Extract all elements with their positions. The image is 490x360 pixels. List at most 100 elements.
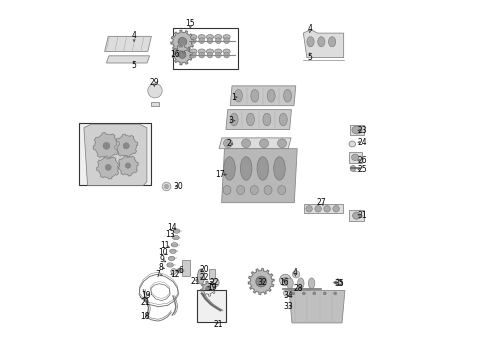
Ellipse shape: [307, 37, 314, 47]
Ellipse shape: [223, 35, 230, 40]
Polygon shape: [226, 109, 292, 129]
Text: 16: 16: [279, 278, 289, 287]
Polygon shape: [248, 269, 274, 294]
Circle shape: [333, 206, 339, 212]
Text: 4: 4: [293, 269, 298, 277]
Polygon shape: [84, 124, 147, 185]
Ellipse shape: [277, 139, 287, 148]
Text: 22: 22: [210, 278, 219, 287]
Circle shape: [313, 292, 316, 295]
Text: 21: 21: [191, 277, 200, 286]
Ellipse shape: [172, 235, 179, 240]
Ellipse shape: [215, 49, 222, 54]
Text: 11: 11: [160, 241, 170, 250]
Circle shape: [164, 184, 169, 189]
Bar: [197, 290, 225, 322]
Circle shape: [224, 52, 229, 58]
Ellipse shape: [287, 278, 293, 289]
Bar: [349, 210, 364, 221]
Ellipse shape: [353, 212, 361, 219]
Text: 21: 21: [213, 320, 223, 329]
Ellipse shape: [352, 126, 362, 134]
Polygon shape: [104, 36, 151, 51]
Polygon shape: [97, 156, 120, 179]
Circle shape: [324, 206, 330, 212]
Ellipse shape: [223, 139, 233, 148]
Circle shape: [148, 84, 162, 98]
Ellipse shape: [169, 256, 175, 261]
Bar: [173, 28, 238, 69]
Circle shape: [292, 292, 295, 295]
Ellipse shape: [176, 269, 183, 273]
Text: 22: 22: [200, 274, 209, 282]
Circle shape: [207, 52, 213, 58]
Text: 20: 20: [200, 266, 210, 274]
Polygon shape: [172, 45, 193, 65]
Ellipse shape: [223, 49, 230, 54]
Ellipse shape: [190, 35, 197, 40]
Circle shape: [323, 292, 326, 295]
Text: 14: 14: [168, 223, 177, 232]
Bar: [151, 102, 159, 106]
Text: 25: 25: [357, 165, 367, 174]
Ellipse shape: [237, 186, 245, 194]
Text: 4: 4: [307, 24, 312, 33]
Circle shape: [191, 52, 196, 58]
Ellipse shape: [251, 89, 259, 102]
Ellipse shape: [274, 157, 285, 180]
Ellipse shape: [213, 279, 219, 287]
Text: 16: 16: [170, 50, 180, 59]
Text: 6: 6: [178, 266, 183, 275]
Ellipse shape: [305, 290, 311, 296]
Ellipse shape: [267, 89, 275, 102]
Polygon shape: [201, 281, 216, 296]
Bar: [209, 269, 216, 279]
Text: 32: 32: [257, 278, 267, 287]
Ellipse shape: [167, 263, 173, 267]
Polygon shape: [287, 290, 300, 297]
Ellipse shape: [250, 186, 258, 194]
Circle shape: [302, 292, 305, 295]
Text: 23: 23: [357, 126, 367, 135]
Text: 31: 31: [357, 211, 367, 220]
Polygon shape: [171, 30, 194, 53]
Bar: [349, 152, 362, 163]
Text: 27: 27: [317, 198, 326, 207]
Ellipse shape: [190, 49, 197, 54]
Text: 5: 5: [307, 53, 312, 62]
Polygon shape: [93, 132, 120, 159]
Ellipse shape: [171, 243, 178, 247]
Ellipse shape: [260, 139, 269, 148]
Ellipse shape: [241, 157, 252, 180]
Ellipse shape: [230, 113, 238, 126]
Ellipse shape: [246, 113, 254, 126]
Circle shape: [334, 292, 337, 295]
Ellipse shape: [224, 157, 235, 180]
Text: 28: 28: [294, 284, 303, 293]
Ellipse shape: [297, 278, 304, 289]
Bar: [79, 123, 151, 185]
Circle shape: [103, 142, 110, 149]
Text: 26: 26: [357, 156, 367, 165]
Ellipse shape: [349, 141, 356, 147]
Circle shape: [191, 38, 196, 44]
Ellipse shape: [206, 49, 214, 54]
Circle shape: [256, 276, 267, 287]
Text: 18: 18: [140, 311, 149, 320]
Polygon shape: [289, 291, 345, 323]
Text: 9: 9: [159, 256, 164, 264]
Circle shape: [315, 206, 321, 212]
Text: 35: 35: [335, 279, 344, 288]
Text: 13: 13: [165, 230, 175, 239]
Text: 19: 19: [141, 292, 151, 300]
Ellipse shape: [198, 49, 205, 54]
Polygon shape: [106, 56, 149, 63]
Bar: [350, 125, 364, 135]
Polygon shape: [118, 155, 138, 176]
Ellipse shape: [328, 37, 336, 47]
Circle shape: [282, 277, 288, 283]
Text: 19: 19: [207, 283, 217, 292]
Ellipse shape: [294, 290, 300, 296]
Text: 33: 33: [283, 302, 293, 311]
Text: 3: 3: [229, 116, 234, 125]
